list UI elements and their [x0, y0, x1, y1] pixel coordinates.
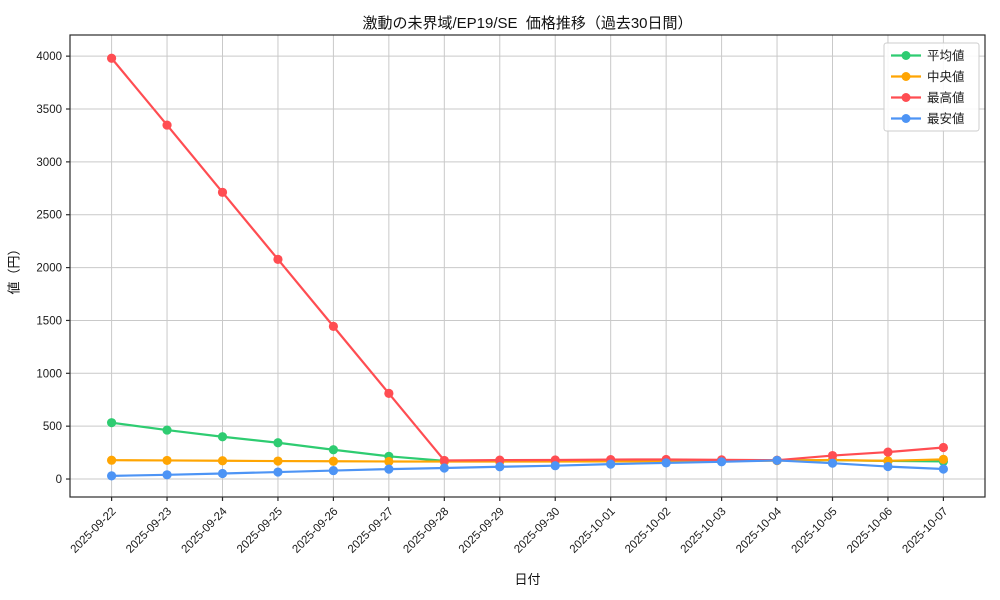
marker-max [495, 455, 505, 465]
marker-min [495, 462, 505, 472]
plot-border [69, 34, 986, 498]
x-tick-label: 2025-09-26 [290, 506, 340, 556]
marker-max [162, 120, 172, 130]
legend-box [883, 42, 980, 132]
y-tick-label: 0 [56, 474, 62, 486]
marker-min [772, 455, 782, 466]
marker-max [217, 187, 228, 197]
x-tick-label: 2025-10-04 [734, 505, 785, 556]
marker-avg [328, 445, 339, 455]
x-tick-label: 2025-09-23 [124, 506, 174, 556]
marker-min [106, 471, 117, 481]
marker-median [273, 456, 283, 466]
marker-min [384, 464, 394, 474]
x-tick-label: 2025-10-05 [790, 506, 840, 556]
legend-entry-min: 最安値 [891, 111, 965, 126]
marker-max [439, 455, 449, 466]
legend-marker-min [901, 114, 911, 123]
x-tick-label: 2025-09-22 [69, 506, 119, 556]
y-axis: 0 500 1000 1500 2000 2500 3000 3500 4000 [36, 51, 70, 486]
legend-marker-avg [901, 51, 911, 60]
marker-min [716, 457, 727, 467]
marker-min [827, 458, 838, 468]
x-tick-label: 2025-09-30 [512, 506, 562, 556]
y-tick-label: 2000 [36, 263, 62, 275]
x-tick-label: 2025-10-06 [845, 506, 895, 556]
marker-min [439, 463, 449, 473]
marker-median [106, 455, 117, 465]
x-tick-label: 2025-10-01 [568, 506, 618, 556]
marker-max [938, 442, 949, 453]
marker-min [550, 461, 560, 471]
y-axis-label: 値（円） [6, 242, 22, 295]
marker-min [328, 465, 339, 476]
marker-avg [106, 418, 117, 428]
marker-max [827, 450, 838, 461]
series-max [106, 53, 949, 466]
series-avg [106, 418, 949, 466]
y-tick-label: 3500 [36, 104, 62, 116]
y-tick-label: 3000 [36, 157, 62, 169]
series-min [106, 455, 949, 481]
legend-entry-median: 中央値 [891, 69, 965, 84]
marker-max [328, 321, 339, 331]
legend-marker-max [901, 93, 911, 102]
marker-avg [217, 432, 228, 442]
marker-median [328, 456, 339, 466]
marker-max [883, 447, 893, 457]
marker-avg [162, 425, 172, 435]
marker-median [938, 454, 949, 464]
legend-label-min: 最安値 [927, 111, 965, 126]
x-tick-label: 2025-10-03 [679, 506, 729, 556]
x-tick-label: 2025-09-28 [401, 506, 451, 556]
marker-min [883, 461, 893, 472]
marker-avg [273, 438, 283, 448]
marker-min [661, 458, 671, 468]
y-tick-label: 1500 [36, 315, 62, 327]
x-tick-label: 2025-09-24 [180, 505, 231, 556]
x-axis: 2025-09-22 2025-09-23 2025-09-24 2025-09-25… [69, 497, 951, 556]
marker-min [606, 459, 616, 469]
x-tick-label: 2025-09-27 [346, 506, 396, 556]
legend-entry-avg: 平均値 [891, 48, 965, 63]
y-tick-label: 4000 [36, 51, 62, 63]
legend-entry-max: 最高値 [891, 90, 965, 105]
marker-min [273, 467, 283, 477]
x-tick-label: 2025-09-25 [235, 506, 285, 556]
legend-label-median: 中央値 [927, 69, 965, 84]
marker-max [273, 254, 283, 264]
marker-median [162, 455, 172, 466]
gridlines [70, 35, 985, 497]
marker-median [217, 456, 228, 466]
y-tick-label: 1000 [36, 368, 62, 380]
marker-min [938, 464, 949, 474]
legend-label-avg: 平均値 [927, 48, 965, 63]
marker-max [384, 388, 394, 398]
y-tick-label: 500 [43, 421, 62, 433]
marker-min [162, 470, 172, 480]
x-tick-label: 2025-10-02 [623, 506, 673, 556]
marker-median [384, 456, 394, 467]
x-tick-label: 2025-10-07 [900, 506, 950, 556]
y-tick-label: 2500 [36, 210, 62, 222]
legend-label-max: 最高値 [927, 90, 965, 105]
x-axis-label: 日付 [514, 572, 541, 587]
marker-max [106, 53, 117, 63]
chart-title: 激動の未界域/EP19/SE 価格推移（過去30日間） [362, 15, 693, 32]
marker-min [217, 468, 228, 479]
legend-marker-median [901, 72, 911, 81]
x-tick-label: 2025-09-29 [457, 506, 507, 556]
